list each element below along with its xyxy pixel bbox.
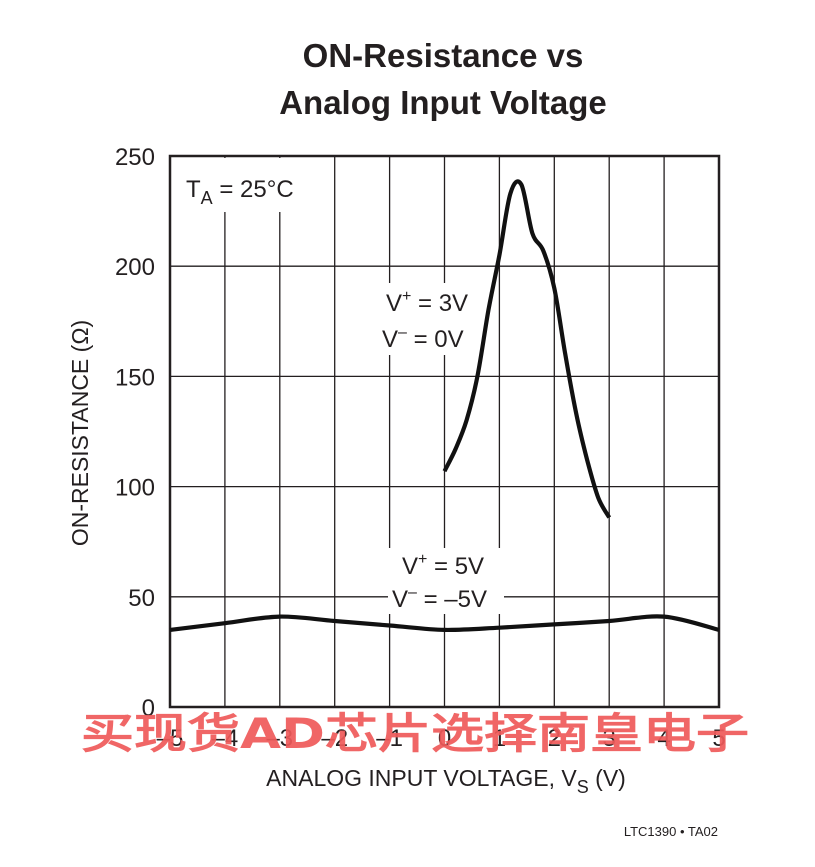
y-tick-label: 50 — [128, 585, 155, 612]
y-tick-label: 250 — [115, 144, 155, 171]
x-tick-label: –4 — [212, 725, 239, 752]
x-tick-label: 2 — [548, 725, 561, 752]
series-3v-label1-sup: + — [402, 288, 411, 305]
x-axis-label-sub: S — [577, 777, 589, 797]
series-group — [169, 179, 720, 633]
temp-annotation-box — [172, 158, 310, 212]
series-5v-label2-sup: – — [408, 584, 417, 601]
x-tick-labels: –5 –4 –3 –2 –1 0 1 2 3 4 5 — [157, 725, 726, 752]
x-tick-label: 4 — [657, 725, 670, 752]
series-5v-line — [169, 614, 720, 633]
y-tick-label: 150 — [115, 364, 155, 391]
grid — [168, 154, 721, 709]
y-tick-label: 200 — [115, 254, 155, 281]
x-tick-label: –1 — [376, 725, 403, 752]
temp-annotation-sub: A — [201, 188, 213, 208]
figure-code: LTC1390 • TA02 — [624, 824, 718, 839]
series-5v-label2-rest: = –5V — [417, 586, 487, 613]
x-tick-label: –2 — [321, 725, 348, 752]
series-3v-label1-main: V — [386, 290, 402, 317]
series-3v-label-line1: V+ = 3V — [386, 288, 468, 317]
series-3v-label-bg — [376, 283, 474, 355]
series-3v-label-line2: V– = 0V — [382, 324, 464, 353]
y-tick-labels: 0 50 100 150 200 250 — [115, 144, 155, 722]
y-tick-label: 0 — [142, 695, 155, 722]
series-3v-label2-main: V — [382, 326, 398, 353]
x-axis-label-main: ANALOG INPUT VOLTAGE, V — [266, 765, 577, 791]
temp-annotation: TA = 25°C — [186, 176, 294, 208]
chart-title-line2: Analog Input Voltage — [279, 84, 607, 121]
series-3v-line — [442, 179, 612, 519]
series-5v-label-line2: V– = –5V — [392, 584, 487, 613]
series-5v-label-bg — [388, 548, 504, 614]
series-5v-label1-rest: = 5V — [427, 553, 484, 580]
y-tick-label: 100 — [115, 475, 155, 502]
series-3v-label1-rest: = 3V — [411, 290, 468, 317]
series-5v-label1-sup: + — [418, 551, 427, 568]
x-tick-label: 0 — [438, 725, 451, 752]
series-5v-label1-main: V — [402, 553, 418, 580]
chart-title-line1: ON-Resistance vs — [303, 37, 584, 74]
x-axis-label-unit: (V) — [595, 765, 626, 791]
x-tick-label: –3 — [266, 725, 293, 752]
series-3v-label2-rest: = 0V — [407, 326, 464, 353]
y-axis-label: ON-RESISTANCE (Ω) — [67, 320, 93, 546]
x-axis-label: ANALOG INPUT VOLTAGE, VS (V) — [266, 765, 626, 797]
x-tick-label: 5 — [712, 725, 725, 752]
plot-frame — [168, 154, 721, 709]
watermark: 买现货AD芯片选择南皇电子 — [81, 709, 749, 758]
series-5v-label-line1: V+ = 5V — [402, 551, 484, 580]
x-tick-label: 1 — [493, 725, 506, 752]
temp-annotation-main: T — [186, 176, 201, 203]
x-tick-label: –5 — [157, 725, 184, 752]
series-5v-label2-main: V — [392, 586, 408, 613]
x-tick-label: 3 — [603, 725, 616, 752]
temp-annotation-rest: = 25°C — [213, 176, 294, 203]
series-3v-label2-sup: – — [398, 324, 407, 341]
